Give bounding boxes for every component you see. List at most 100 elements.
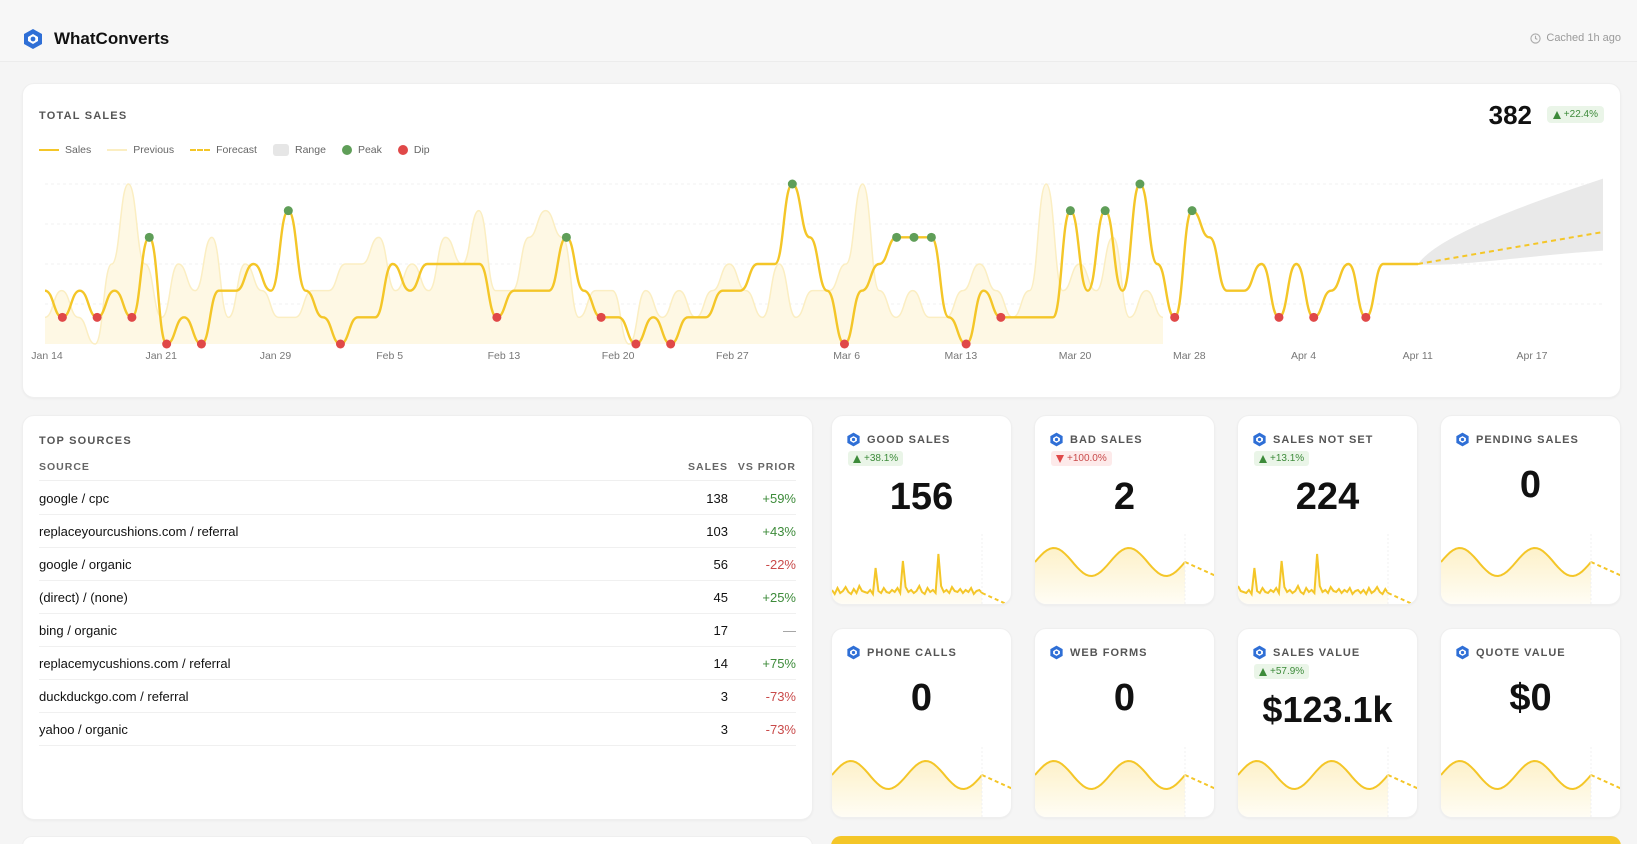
top-sources-card: TOP SOURCES SOURCE SALES VS PRIOR google… (22, 415, 813, 820)
total-sales-change-badge: +22.4% (1546, 106, 1604, 123)
app-title[interactable]: WhatConverts (54, 29, 170, 48)
dip-marker[interactable] (666, 339, 676, 349)
legend-range[interactable]: Range (272, 144, 326, 156)
peak-marker[interactable] (283, 206, 293, 216)
legend-sales[interactable]: Sales (39, 144, 91, 156)
legend-peak-label: Peak (357, 144, 382, 156)
legend-forecast[interactable]: Forecast (190, 144, 257, 156)
dip-marker[interactable] (492, 312, 502, 322)
range-swatch (272, 144, 289, 156)
triangle-up-icon (1259, 667, 1267, 676)
dip-marker[interactable] (1170, 312, 1180, 322)
kpi-title: QUOTE VALUE (1476, 647, 1566, 659)
whatconverts-logo-icon (847, 645, 860, 660)
kpi-title: BAD SALES (1070, 434, 1143, 446)
dip-marker[interactable] (1361, 312, 1371, 322)
source-sales: 56 (713, 557, 728, 572)
peak-marker[interactable] (926, 232, 936, 242)
kpi-card-pending-sales[interactable]: PENDING SALES 0 (1440, 415, 1621, 605)
dip-marker[interactable] (335, 339, 345, 349)
x-tick-label: Mar 20 (1059, 350, 1092, 362)
dip-marker[interactable] (961, 339, 971, 349)
peak-marker[interactable] (561, 232, 571, 242)
dip-marker[interactable] (57, 312, 67, 322)
peak-marker[interactable] (892, 232, 902, 242)
dip-marker[interactable] (1274, 312, 1284, 322)
dip-marker[interactable] (839, 339, 849, 349)
peak-marker[interactable] (1135, 179, 1145, 189)
dip-marker[interactable] (631, 339, 641, 349)
legend-previous-label: Previous (133, 144, 175, 156)
x-tick-label: Mar 28 (1173, 350, 1206, 362)
legend-dip-label: Dip (413, 144, 430, 156)
legend-peak[interactable]: Peak (341, 144, 382, 156)
dip-marker[interactable] (127, 312, 137, 322)
kpi-value: 2 (1113, 476, 1136, 518)
legend-previous[interactable]: Previous (107, 144, 174, 156)
source-sales: 14 (713, 656, 728, 671)
peak-marker[interactable] (1100, 206, 1110, 216)
source-vs-prior: +25% (762, 590, 796, 605)
kpi-sparkline (1441, 747, 1620, 817)
kpi-card-quote-value[interactable]: QUOTE VALUE $0 (1440, 628, 1621, 818)
peak-marker[interactable] (1065, 206, 1075, 216)
source-vs-prior: +59% (762, 491, 796, 506)
table-row[interactable]: yahoo / organic 3 -73% (39, 713, 796, 746)
dip-marker[interactable] (92, 312, 102, 322)
dip-marker[interactable] (1309, 312, 1319, 322)
source-vs-prior: +43% (762, 524, 796, 539)
column-header-source[interactable]: SOURCE (39, 461, 90, 473)
source-vs-prior: -22% (765, 557, 796, 572)
dip-marker[interactable] (162, 339, 172, 349)
whatconverts-logo-icon (1456, 645, 1469, 660)
kpi-sparkline (1238, 747, 1417, 817)
previous-line (44, 183, 1164, 345)
column-header-sales[interactable]: SALES (687, 461, 728, 473)
kpi-card-good-sales[interactable]: GOOD SALES +38.1% 156 (831, 415, 1012, 605)
table-row[interactable]: replaceyourcushions.com / referral 103 +43… (39, 515, 796, 548)
legend-dip[interactable]: Dip (397, 144, 430, 156)
table-row[interactable]: duckduckgo.com / referral 3 -73% (39, 680, 796, 713)
total-sales-chart[interactable]: Jan 14 Jan 21 Jan 29 Feb 5 Feb 13 Feb 20 Feb 2… (23, 164, 1621, 384)
kpi-change-badge: +57.9% (1254, 664, 1310, 679)
kpi-card-web-forms[interactable]: WEB FORMS 0 (1034, 628, 1215, 818)
x-tick-label: Feb 20 (602, 350, 635, 362)
source-name: bing / organic (39, 623, 118, 638)
previous-area (45, 184, 1163, 344)
dip-marker[interactable] (596, 312, 606, 322)
table-row[interactable]: bing / organic 17 — (39, 614, 796, 647)
peak-marker[interactable] (787, 179, 797, 189)
column-header-vs-prior[interactable]: VS PRIOR (737, 461, 796, 473)
dip-marker[interactable] (196, 339, 206, 349)
peak-marker[interactable] (1187, 206, 1197, 216)
triangle-up-icon (853, 454, 861, 463)
table-row[interactable]: (direct) / (none) 45 +25% (39, 581, 796, 614)
table-row[interactable]: google / cpc 138 +59% (39, 482, 796, 515)
kpi-card-sales-value[interactable]: SALES VALUE +57.9% $123.1k (1237, 628, 1418, 818)
cache-status: Cached 1h ago (1530, 32, 1621, 44)
x-tick-label: Jan 29 (260, 350, 292, 362)
dip-marker[interactable] (996, 312, 1006, 322)
forecast-line (1417, 231, 1604, 265)
table-row[interactable]: google / organic 56 -22% (39, 548, 796, 581)
kpi-sparkline (1035, 534, 1214, 604)
kpi-sparkline (1441, 534, 1620, 604)
x-tick-label: Feb 13 (488, 350, 521, 362)
peak-marker[interactable] (144, 232, 154, 242)
peak-marker[interactable] (909, 232, 919, 242)
whatconverts-logo-icon[interactable] (22, 28, 44, 50)
kpi-card-bad-sales[interactable]: BAD SALES +100.0% 2 (1034, 415, 1215, 605)
table-row[interactable]: replacemycushions.com / referral 14 +75% (39, 647, 796, 680)
kpi-card-phone-calls[interactable]: PHONE CALLS 0 (831, 628, 1012, 818)
kpi-card-sales-not-set[interactable]: SALES NOT SET +13.1% 224 (1237, 415, 1418, 605)
legend-sales-label: Sales (65, 144, 92, 156)
kpi-title: GOOD SALES (867, 434, 951, 446)
kpi-value: 0 (1113, 677, 1136, 719)
x-tick-label: Mar 6 (833, 350, 860, 362)
source-sales: 3 (720, 722, 728, 737)
kpi-title: PHONE CALLS (867, 647, 957, 659)
total-sales-card: TOTAL SALES 382 +22.4% Sales Previous Fo… (22, 83, 1621, 398)
legend-range-label: Range (294, 144, 326, 156)
source-sales: 138 (706, 491, 728, 506)
total-sales-change: +22.4% (1563, 109, 1598, 120)
